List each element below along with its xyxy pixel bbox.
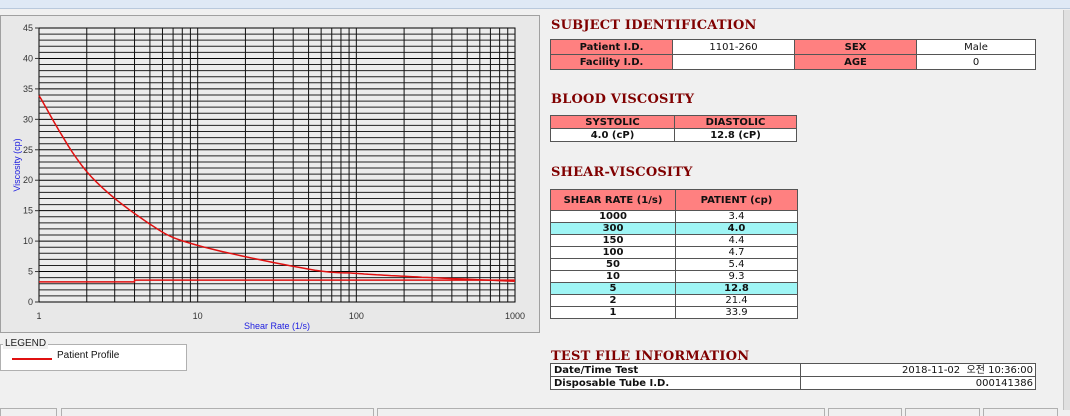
legend-title: LEGEND (3, 338, 49, 349)
age-label: AGE (794, 54, 917, 70)
subject-table: Patient I.D. 1101-260 SEX Male Facility … (550, 39, 1036, 70)
shear-row: 100 4.7 (550, 246, 798, 259)
x-tick-label: 1000 (505, 311, 525, 321)
shear-row: 50 5.4 (550, 258, 798, 271)
diastolic-value: 12.8 (cP) (674, 128, 797, 142)
y-tick-label: 35 (23, 84, 33, 94)
shear-row: 150 4.4 (550, 234, 798, 247)
chart-svg: 0 5 10 15 20 25 30 35 40 45 1 10 100 1000 Shear Rate (… (12, 23, 525, 331)
shear-rate-header: SHEAR RATE (1/s) (550, 189, 676, 211)
sex-label: SEX (794, 39, 917, 55)
status-bar-segment (61, 408, 374, 416)
y-axis-label: Viscosity (cp) (12, 138, 22, 191)
status-bar-segment (905, 408, 980, 416)
x-tick-label: 10 (193, 311, 203, 321)
y-tick-label: 5 (28, 267, 33, 277)
patient-value-cell: 33.9 (675, 306, 798, 319)
patient-value-cell: 5.4 (675, 258, 798, 271)
shear-rate-cell: 300 (550, 222, 676, 235)
systolic-value: 4.0 (cP) (550, 128, 675, 142)
series-line-patient-profile (38, 95, 516, 283)
tube-id-value: 000141386 (800, 376, 1036, 390)
patient-cp-header: PATIENT (cp) (675, 189, 798, 211)
shear-rate-cell: 50 (550, 258, 676, 271)
patient-value-cell: 9.3 (675, 270, 798, 283)
patient-value-cell: 3.4 (675, 210, 798, 223)
series-line-reference (39, 279, 515, 283)
facility-id-value (672, 54, 795, 70)
y-tick-label: 0 (28, 297, 33, 307)
patient-value-cell: 4.0 (675, 222, 798, 235)
tube-id-label: Disposable Tube I.D. (550, 376, 801, 390)
diastolic-label: DIASTOLIC (674, 115, 797, 129)
y-tick-label: 40 (23, 53, 33, 63)
y-tick-label: 25 (23, 145, 33, 155)
shear-rate-cell: 100 (550, 246, 676, 259)
viscosity-chart: 0 5 10 15 20 25 30 35 40 45 1 10 100 1000 Shear Rate (… (0, 15, 540, 333)
sex-value: Male (916, 39, 1036, 55)
test-file-table: Date/Time Test 2018-11-02 오전 10:36:00 Di… (550, 363, 1036, 390)
shear-row: 2 21.4 (550, 294, 798, 307)
age-value: 0 (916, 54, 1036, 70)
plot-area (38, 27, 516, 303)
shear-row: 1 33.9 (550, 306, 798, 319)
date-time-value: 2018-11-02 오전 10:36:00 (800, 363, 1036, 377)
y-tick-label: 15 (23, 206, 33, 216)
patient-value-cell: 4.4 (675, 234, 798, 247)
shear-rate-cell: 10 (550, 270, 676, 283)
y-tick-label: 30 (23, 114, 33, 124)
shear-rate-cell: 150 (550, 234, 676, 247)
shear-rate-cell: 5 (550, 282, 676, 295)
x-tick-label: 100 (349, 311, 364, 321)
legend: LEGEND Patient Profile (0, 338, 187, 371)
shear-viscosity-table: SHEAR RATE (1/s) PATIENT (cp) 1000 3.4 300… (550, 189, 798, 319)
y-tick-label: 45 (23, 23, 33, 33)
systolic-label: SYSTOLIC (550, 115, 675, 129)
facility-id-label: Facility I.D. (550, 54, 673, 70)
blood-viscosity-title: BLOOD VISCOSITY (551, 92, 695, 107)
legend-line-swatch (12, 358, 52, 360)
patient-value-cell: 21.4 (675, 294, 798, 307)
test-file-title: TEST FILE INFORMATION (551, 349, 750, 364)
shear-row: 1000 3.4 (550, 210, 798, 223)
patient-id-label: Patient I.D. (550, 39, 673, 55)
y-tick-label: 20 (23, 175, 33, 185)
subject-title: SUBJECT IDENTIFICATION (551, 18, 757, 33)
shear-rate-cell: 1000 (550, 210, 676, 223)
patient-id-value: 1101-260 (672, 39, 795, 55)
shear-viscosity-title: SHEAR-VISCOSITY (551, 165, 693, 180)
y-tick-label: 10 (23, 236, 33, 246)
x-axis-label: Shear Rate (1/s) (244, 321, 310, 331)
window-top-bar (0, 0, 1070, 9)
x-tick-label: 1 (36, 311, 41, 321)
patient-value-cell: 4.7 (675, 246, 798, 259)
shear-row: 5 12.8 (550, 282, 798, 295)
shear-row: 300 4.0 (550, 222, 798, 235)
shear-rate-cell: 1 (550, 306, 676, 319)
blood-viscosity-table: SYSTOLIC DIASTOLIC 4.0 (cP) 12.8 (cP) (550, 115, 797, 142)
status-bar-segment (0, 408, 57, 416)
legend-item-patient-profile: Patient Profile (57, 350, 120, 361)
status-bar-segment (983, 408, 1058, 416)
shear-rate-cell: 2 (550, 294, 676, 307)
patient-value-cell: 12.8 (675, 282, 798, 295)
date-time-label: Date/Time Test (550, 363, 801, 377)
vertical-scrollbar[interactable] (1063, 10, 1070, 410)
shear-row: 10 9.3 (550, 270, 798, 283)
status-bar-segment (828, 408, 902, 416)
status-bar-segment (377, 408, 825, 416)
